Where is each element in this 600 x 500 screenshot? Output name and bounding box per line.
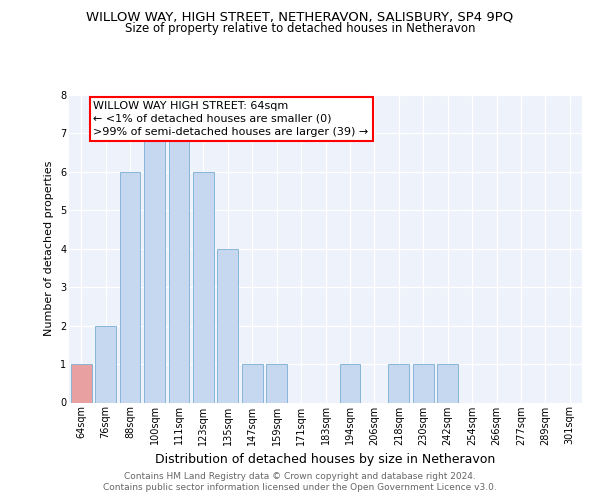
Bar — [95, 326, 116, 402]
Text: Contains HM Land Registry data © Crown copyright and database right 2024.
Contai: Contains HM Land Registry data © Crown c… — [103, 472, 497, 492]
Bar — [242, 364, 263, 403]
Bar — [169, 134, 190, 402]
Text: WILLOW WAY HIGH STREET: 64sqm
← <1% of detached houses are smaller (0)
>99% of s: WILLOW WAY HIGH STREET: 64sqm ← <1% of d… — [94, 101, 368, 137]
Bar — [193, 172, 214, 402]
Text: Size of property relative to detached houses in Netheravon: Size of property relative to detached ho… — [125, 22, 475, 35]
Bar — [413, 364, 434, 403]
Bar — [217, 248, 238, 402]
Bar — [437, 364, 458, 403]
Bar — [71, 364, 92, 403]
Bar — [119, 172, 140, 402]
Y-axis label: Number of detached properties: Number of detached properties — [44, 161, 55, 336]
Bar — [340, 364, 361, 403]
X-axis label: Distribution of detached houses by size in Netheravon: Distribution of detached houses by size … — [155, 453, 496, 466]
Bar — [266, 364, 287, 403]
Bar — [388, 364, 409, 403]
Bar — [144, 134, 165, 402]
Text: WILLOW WAY, HIGH STREET, NETHERAVON, SALISBURY, SP4 9PQ: WILLOW WAY, HIGH STREET, NETHERAVON, SAL… — [86, 10, 514, 23]
